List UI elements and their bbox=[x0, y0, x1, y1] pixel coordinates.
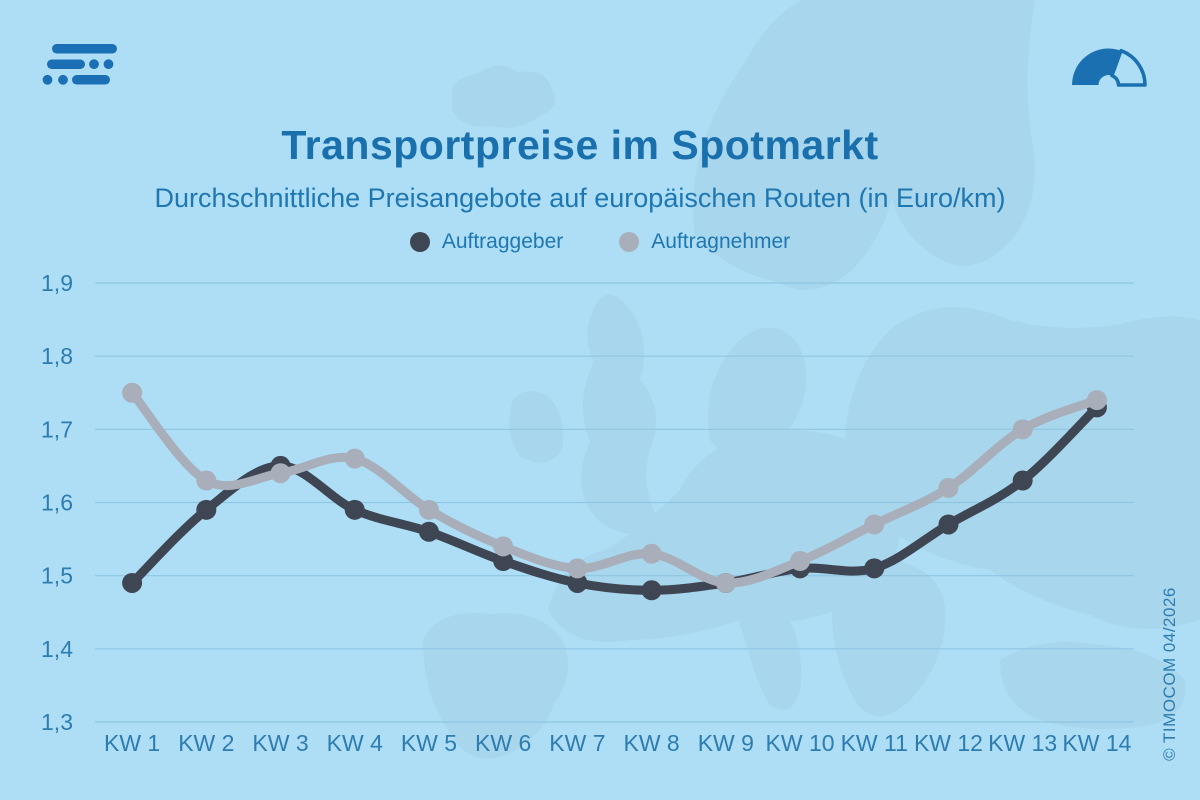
svg-text:KW 1: KW 1 bbox=[104, 730, 160, 756]
svg-text:KW 7: KW 7 bbox=[549, 730, 605, 756]
page-subtitle: Durchschnittliche Preisangebote auf euro… bbox=[154, 183, 1006, 213]
legend-dot-auftraggeber-icon bbox=[409, 232, 430, 252]
legend-dot-auftragnehmer-icon bbox=[619, 232, 640, 252]
chart-legend: Auftraggeber Auftragnehmer bbox=[0, 230, 1200, 254]
svg-text:KW 6: KW 6 bbox=[475, 730, 531, 756]
speedometer-gauge-icon bbox=[1072, 48, 1147, 87]
svg-text:KW 2: KW 2 bbox=[178, 730, 234, 756]
svg-text:KW 13: KW 13 bbox=[988, 730, 1057, 756]
svg-text:KW 14: KW 14 bbox=[1062, 730, 1131, 756]
legend-item-auftraggeber: Auftraggeber bbox=[409, 230, 564, 254]
svg-text:1,9: 1,9 bbox=[41, 270, 73, 296]
svg-text:1,6: 1,6 bbox=[41, 490, 73, 516]
svg-text:KW 3: KW 3 bbox=[252, 730, 308, 756]
svg-text:KW 11: KW 11 bbox=[841, 730, 908, 756]
svg-text:1,5: 1,5 bbox=[41, 563, 73, 589]
svg-text:KW 10: KW 10 bbox=[766, 730, 835, 756]
svg-text:KW 9: KW 9 bbox=[698, 730, 754, 756]
svg-text:KW 5: KW 5 bbox=[401, 730, 457, 756]
svg-text:KW 8: KW 8 bbox=[623, 730, 679, 756]
svg-text:1,7: 1,7 bbox=[41, 416, 73, 442]
page-title: Transportpreise im Spotmarkt bbox=[281, 122, 879, 168]
copyright-note: © TIMOCOM 04/2026 bbox=[1160, 587, 1179, 761]
svg-text:1,8: 1,8 bbox=[41, 343, 73, 369]
legend-item-auftragnehmer: Auftragnehmer bbox=[619, 230, 790, 254]
svg-text:KW 4: KW 4 bbox=[327, 730, 383, 756]
svg-text:KW 12: KW 12 bbox=[914, 730, 983, 756]
svg-text:1,3: 1,3 bbox=[41, 709, 73, 735]
legend-label-auftraggeber: Auftraggeber bbox=[441, 230, 564, 253]
legend-label-auftragnehmer: Auftragnehmer bbox=[651, 230, 791, 253]
svg-text:1,4: 1,4 bbox=[41, 636, 73, 662]
